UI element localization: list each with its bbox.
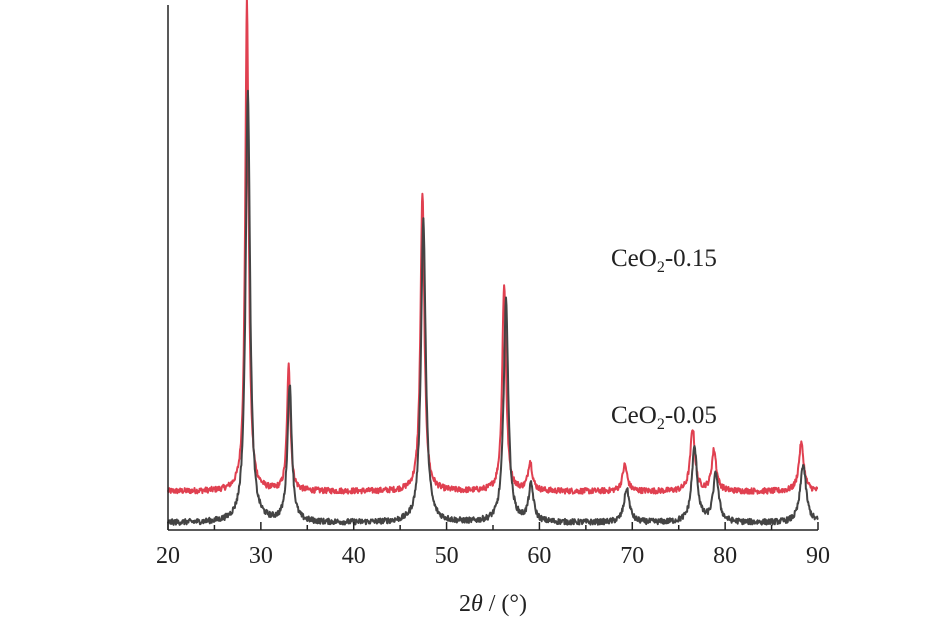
x-axis-title: 2θ / (°) (459, 591, 527, 617)
series-line-ceo2-0-15 (167, 0, 819, 495)
x-tick-label: 70 (620, 543, 644, 569)
series-line-ceo2-0-05 (167, 89, 819, 526)
x-tick-labels: 20 30 40 50 60 70 80 90 (156, 543, 830, 569)
x-tick-label: 50 (435, 543, 459, 569)
x-tick-label: 40 (342, 543, 366, 569)
x-tick-label: 60 (527, 543, 551, 569)
series-label-sub: 2 (657, 259, 665, 276)
x-tick-label: 30 (249, 543, 273, 569)
series-label-ceo2-0-05: CeO2-0.05 (611, 402, 717, 433)
series-label-main: CeO (611, 402, 657, 429)
axes: 20 30 40 50 60 70 80 90 (156, 5, 830, 569)
series-label-rest: -0.15 (665, 245, 717, 272)
plot-area (167, 0, 819, 526)
series-label-main: CeO (611, 245, 657, 272)
x-tick-label: 90 (806, 543, 830, 569)
x-tick-label: 20 (156, 543, 180, 569)
series-label-rest: -0.05 (665, 402, 717, 429)
series-label-ceo2-0-15: CeO2-0.15 (611, 245, 717, 276)
x-tick-label: 80 (713, 543, 737, 569)
x-axis-title-num: 2 (459, 591, 471, 617)
x-axis-title-var: θ (471, 591, 483, 617)
x-ticks (167, 522, 819, 530)
x-axis-title-rest: / (°) (483, 591, 527, 617)
series-label-sub: 2 (657, 416, 665, 433)
